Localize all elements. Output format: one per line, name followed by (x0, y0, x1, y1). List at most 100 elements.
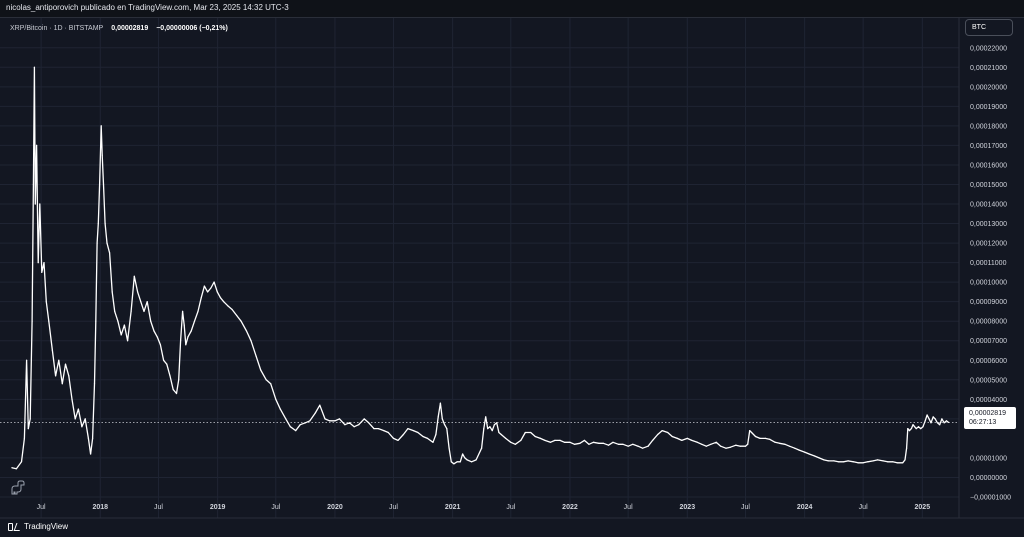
data-point (377, 428, 379, 430)
y-tick-label: 0,00008000 (970, 319, 1007, 326)
time-axis[interactable]: Jul 2018 Jul 2019 Jul 2020 Jul 2021 Jul 2022 Jul 20… (0, 504, 1024, 519)
data-point (109, 252, 111, 254)
legend-price: 0,00002819 (111, 24, 149, 32)
data-point (175, 392, 178, 395)
data-point (466, 459, 468, 461)
data-point (487, 428, 489, 430)
data-point (153, 330, 155, 332)
data-point (573, 443, 576, 445)
data-point (485, 416, 487, 418)
data-point (710, 443, 712, 445)
data-point (304, 422, 306, 424)
data-point (827, 460, 830, 462)
data-point (358, 424, 360, 426)
data-point (945, 420, 948, 422)
data-point (64, 363, 67, 365)
data-point (764, 437, 767, 439)
data-point (68, 375, 70, 377)
data-point (498, 431, 500, 434)
data-point (130, 310, 132, 312)
x-tick-label: Jul (506, 504, 515, 511)
data-point (407, 428, 409, 430)
data-point (627, 445, 629, 447)
data-point (96, 242, 98, 244)
data-point (197, 310, 199, 312)
data-point (397, 439, 399, 441)
data-point (818, 457, 820, 459)
data-point (140, 301, 142, 303)
data-point (928, 418, 930, 420)
y-tick-label: 0,00022000 (970, 45, 1007, 52)
data-point (71, 398, 73, 400)
data-point (324, 418, 326, 420)
symbol-legend[interactable]: XRP/Bitcoin · 1D · BITSTAMP 0,00002819 −… (10, 22, 228, 34)
y-tick-label: 0,00005000 (970, 377, 1007, 384)
candle-timer: 06:27:13 (969, 419, 997, 426)
data-point (904, 459, 906, 461)
data-point (348, 422, 350, 424)
data-point (617, 443, 620, 445)
data-point (31, 320, 33, 322)
series-line (11, 66, 949, 470)
data-point (74, 418, 76, 420)
x-tick-label: 2019 (210, 504, 226, 511)
data-point (720, 445, 722, 447)
data-point (924, 420, 926, 422)
data-point (464, 457, 466, 459)
data-point (906, 447, 908, 449)
data-point (583, 439, 586, 441)
price-axis[interactable]: 0,00022000 0,00021000 0,00020000 0,00019000… (958, 18, 1011, 518)
data-point (612, 441, 614, 443)
data-point (902, 462, 904, 464)
data-point (922, 426, 924, 428)
data-point (598, 442, 600, 444)
tradingview-logo[interactable]: TradingView (8, 522, 68, 531)
y-tick-label: 0,00012000 (970, 241, 1007, 248)
data-point (84, 418, 86, 420)
data-point (450, 461, 452, 463)
data-point (691, 439, 693, 441)
data-point (520, 439, 522, 441)
data-point (146, 301, 148, 303)
dino-icon[interactable] (9, 480, 25, 496)
data-point (852, 461, 855, 463)
data-point (941, 418, 943, 420)
data-point (338, 418, 341, 420)
data-point (387, 431, 389, 434)
data-point (915, 428, 917, 430)
data-point (95, 320, 97, 322)
y-tick-label: 0,00016000 (970, 162, 1007, 169)
data-point (715, 441, 717, 443)
x-tick-label: Jul (271, 504, 280, 511)
data-point (842, 461, 845, 463)
data-point (207, 291, 209, 293)
data-point (862, 462, 864, 464)
data-point (657, 433, 659, 436)
data-point (671, 435, 673, 438)
data-point (270, 383, 272, 385)
data-point (219, 297, 222, 299)
data-point (833, 460, 835, 462)
data-point (459, 461, 461, 463)
x-tick-label: Jul (389, 504, 398, 511)
data-point (392, 437, 395, 439)
x-tick-label: 2023 (680, 504, 696, 511)
data-point (353, 426, 355, 428)
data-point (788, 445, 791, 447)
x-tick-label: 2020 (327, 504, 343, 511)
data-point (265, 379, 267, 381)
data-point (213, 281, 215, 283)
data-point (847, 460, 849, 462)
data-point (190, 330, 192, 332)
data-point (216, 291, 218, 293)
currency-button[interactable]: BTC (965, 19, 1013, 36)
data-point (39, 203, 41, 205)
data-point (804, 451, 806, 453)
data-point (926, 414, 928, 416)
y-tick-label: 0,00000000 (970, 475, 1007, 482)
data-point (435, 433, 437, 436)
data-point (444, 424, 446, 426)
data-point (437, 416, 439, 418)
